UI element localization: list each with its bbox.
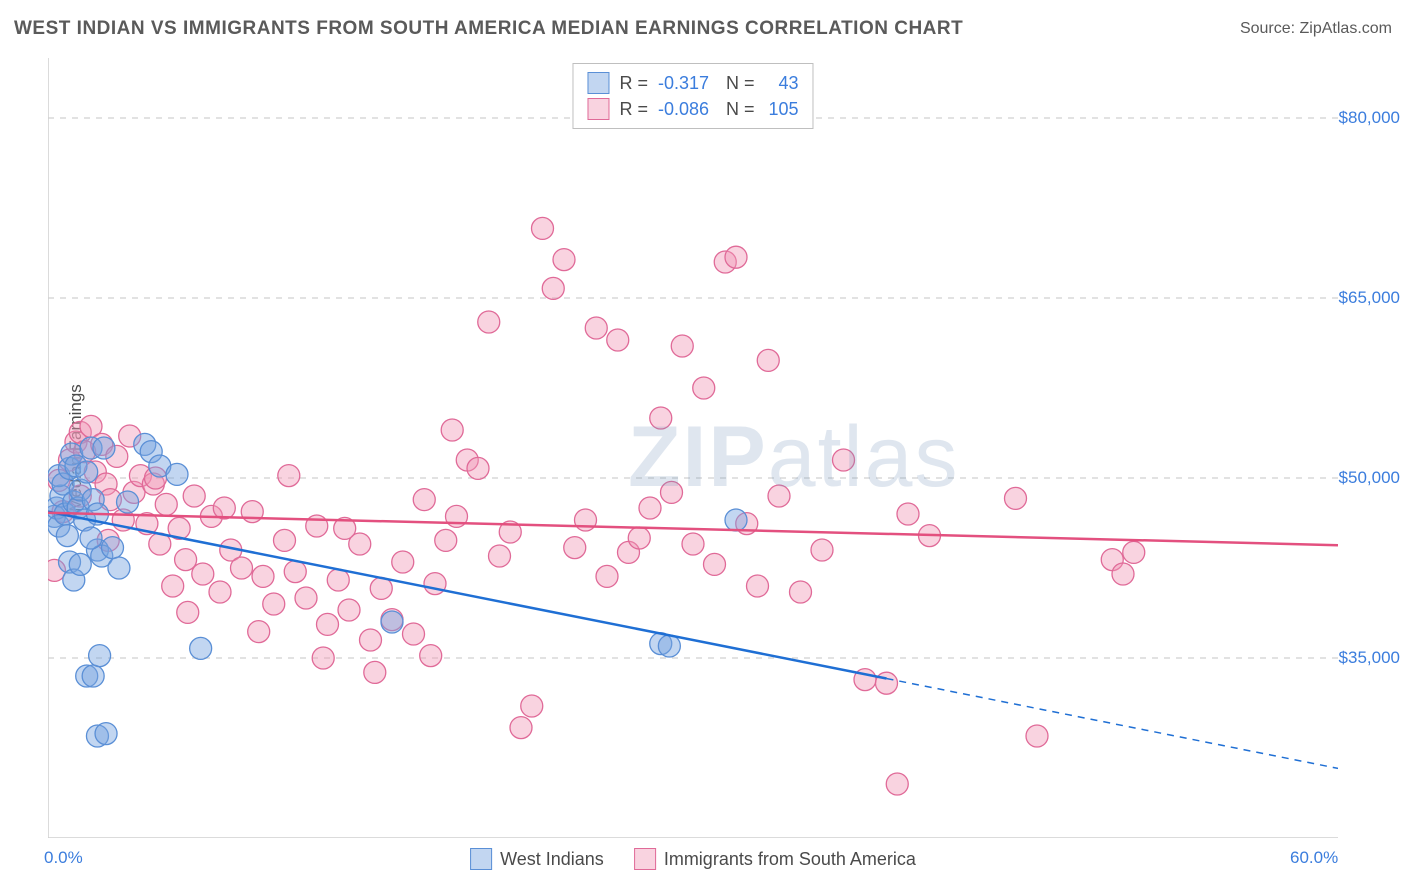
scatter-plot <box>48 58 1338 838</box>
chart-area: Median Earnings ZIPatlas R =-0.317N =43R… <box>48 58 1338 838</box>
r-value: -0.317 <box>658 73 716 94</box>
n-label: N = <box>726 73 755 94</box>
r-label: R = <box>619 73 648 94</box>
y-tick-label: $65,000 <box>1339 288 1400 308</box>
y-tick-label: $35,000 <box>1339 648 1400 668</box>
y-tick-label: $50,000 <box>1339 468 1400 488</box>
series-legend-item: West Indians <box>470 848 604 870</box>
legend-swatch <box>634 848 656 870</box>
series-legend: West Indians Immigrants from South Americ… <box>470 848 916 870</box>
series-legend-label: West Indians <box>500 849 604 870</box>
n-value: 105 <box>765 99 799 120</box>
legend-swatch <box>470 848 492 870</box>
x-tick-label: 60.0% <box>1290 848 1338 868</box>
source-label: Source: ZipAtlas.com <box>1240 20 1392 38</box>
n-value: 43 <box>765 73 799 94</box>
legend-swatch <box>587 98 609 120</box>
correlation-legend-row: R = -0.317 N = 43 <box>587 70 798 96</box>
chart-title: WEST INDIAN VS IMMIGRANTS FROM SOUTH AME… <box>14 18 963 40</box>
correlation-legend-row: R = -0.086 N = 105 <box>587 96 798 122</box>
series-legend-label: Immigrants from South America <box>664 849 916 870</box>
r-value: -0.086 <box>658 99 716 120</box>
r-label: R = <box>619 99 648 120</box>
n-label: N = <box>726 99 755 120</box>
correlation-legend: R = -0.317 N = 43 R = -0.086 N = 105 <box>572 63 813 129</box>
legend-swatch <box>587 72 609 94</box>
y-tick-label: $80,000 <box>1339 108 1400 128</box>
x-tick-label: 0.0% <box>44 848 83 868</box>
chart-header: WEST INDIAN VS IMMIGRANTS FROM SOUTH AME… <box>14 18 1392 40</box>
series-legend-item: Immigrants from South America <box>634 848 916 870</box>
